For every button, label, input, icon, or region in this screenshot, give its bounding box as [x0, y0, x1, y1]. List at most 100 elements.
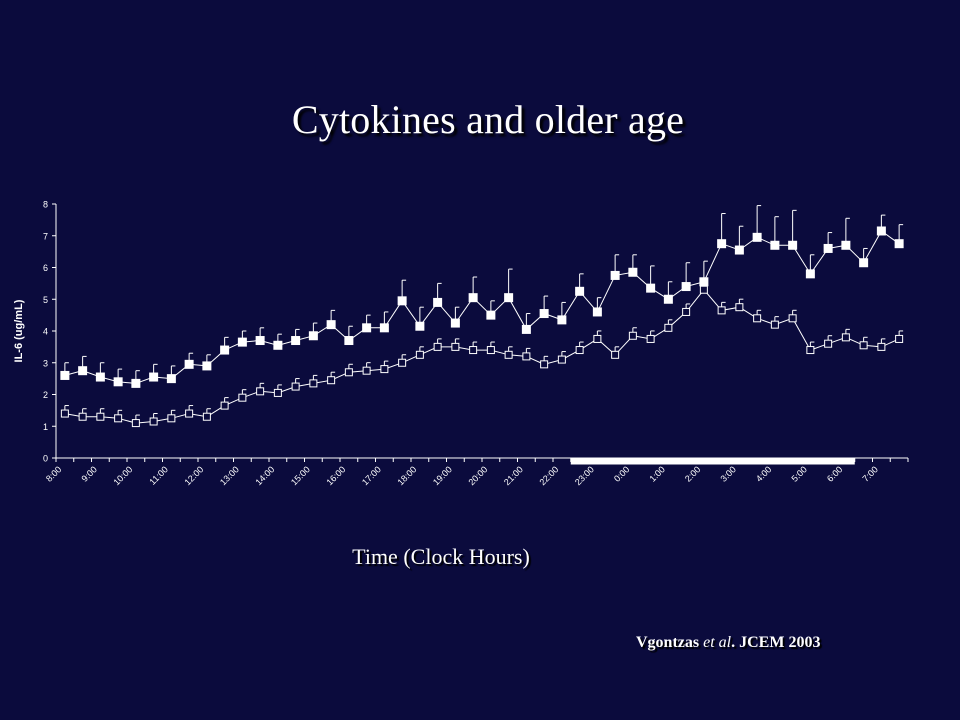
data-point: [682, 307, 691, 316]
x-tick-label: 3:00: [718, 464, 737, 483]
x-tick-label: 5:00: [789, 464, 808, 483]
data-point: [664, 323, 673, 332]
data-point: [113, 377, 123, 387]
data-point: [308, 331, 318, 341]
x-tick-label: 23:00: [573, 464, 596, 487]
data-point: [255, 336, 265, 346]
data-point: [735, 303, 744, 312]
data-point: [362, 366, 371, 375]
data-point: [149, 372, 159, 382]
data-point: [628, 267, 638, 277]
data-point: [78, 366, 88, 376]
data-point: [202, 361, 212, 371]
data-point: [114, 414, 123, 423]
data-point: [131, 419, 140, 428]
data-point: [770, 240, 780, 250]
data-point: [344, 368, 353, 377]
data-point: [699, 285, 708, 294]
data-point: [344, 336, 354, 346]
data-point: [398, 358, 407, 367]
data-point: [859, 258, 869, 268]
x-tick-label: 18:00: [395, 464, 418, 487]
y-tick-label: 6: [43, 263, 48, 273]
x-tick-label: 4:00: [754, 464, 773, 483]
data-point: [841, 240, 851, 250]
x-tick-label: 15:00: [289, 464, 312, 487]
data-point: [486, 346, 495, 355]
x-tick-label: 1:00: [647, 464, 666, 483]
data-point: [611, 350, 620, 359]
data-point: [380, 365, 389, 374]
data-point: [876, 226, 886, 236]
data-point: [663, 294, 673, 304]
y-tick-label: 0: [43, 454, 48, 464]
data-point: [610, 270, 620, 280]
data-point: [397, 296, 407, 306]
data-point: [220, 345, 230, 355]
data-point: [273, 388, 282, 397]
data-point: [96, 412, 105, 421]
x-tick-label: 21:00: [502, 464, 525, 487]
y-tick-label: 5: [43, 295, 48, 305]
data-point: [788, 314, 797, 323]
data-point: [805, 269, 815, 279]
slide-title: Cytokines and older age: [291, 97, 685, 142]
data-point: [894, 239, 904, 249]
data-point: [770, 320, 779, 329]
data-point: [379, 323, 389, 333]
data-point: [646, 334, 655, 343]
x-tick-label: 22:00: [537, 464, 560, 487]
data-point: [415, 321, 425, 331]
x-tick-label: 19:00: [431, 464, 454, 487]
data-point: [60, 409, 69, 418]
data-point: [202, 412, 211, 421]
data-point: [362, 323, 372, 333]
data-point: [291, 336, 301, 346]
data-point: [131, 378, 141, 388]
x-tick-label: 12:00: [182, 464, 205, 487]
data-point: [220, 401, 229, 410]
x-tick-label: 6:00: [825, 464, 844, 483]
series-line: [64, 288, 900, 424]
data-point: [877, 342, 886, 351]
data-point: [78, 412, 87, 421]
data-point: [60, 370, 70, 380]
x-tick-label: 9:00: [79, 464, 98, 483]
data-point: [450, 318, 460, 328]
x-tick-label: 20:00: [466, 464, 489, 487]
x-tick-label: 13:00: [218, 464, 241, 487]
data-point: [433, 297, 443, 307]
y-tick-label: 3: [43, 358, 48, 368]
data-point: [859, 341, 868, 350]
y-tick-label: 4: [43, 327, 48, 337]
data-point: [734, 245, 744, 255]
data-point: [788, 240, 798, 250]
x-tick-label: 0:00: [612, 464, 631, 483]
data-point: [628, 331, 637, 340]
x-tick-label: 2:00: [683, 464, 702, 483]
y-tick-label: 2: [43, 390, 48, 400]
x-tick-label: 17:00: [360, 464, 383, 487]
data-point: [717, 239, 727, 249]
data-point: [184, 359, 194, 369]
data-point: [823, 243, 833, 253]
data-point: [824, 339, 833, 348]
data-point: [717, 306, 726, 315]
data-point: [167, 414, 176, 423]
y-tick-label: 7: [43, 231, 48, 241]
data-point: [95, 372, 105, 382]
data-point: [504, 350, 513, 359]
data-point: [469, 346, 478, 355]
data-point: [539, 309, 549, 319]
x-tick-label: 7:00: [860, 464, 879, 483]
y-tick-label: 8: [43, 200, 48, 210]
x-tick-label: 10:00: [111, 464, 134, 487]
data-point: [522, 352, 531, 361]
data-point: [592, 307, 602, 317]
x-tick-label: 16:00: [324, 464, 347, 487]
x-tick-label: 8:00: [44, 464, 63, 483]
data-point: [646, 283, 656, 293]
data-point: [256, 387, 265, 396]
data-point: [451, 342, 460, 351]
series-filled-square: [60, 205, 904, 388]
